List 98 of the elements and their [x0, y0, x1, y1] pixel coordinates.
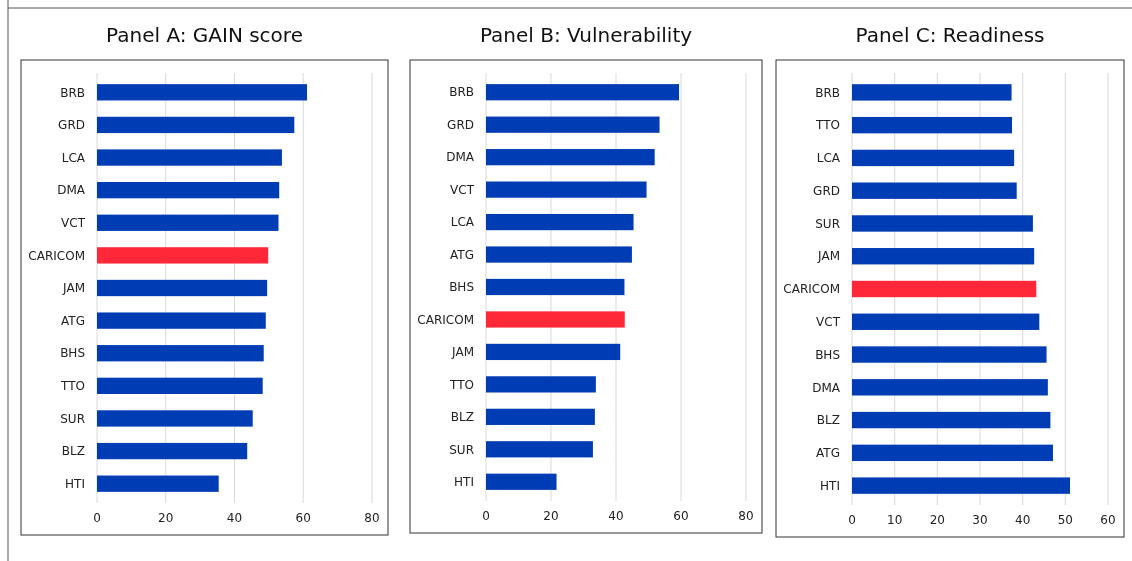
x-tick-label: 20 [158, 511, 174, 525]
bar [97, 345, 264, 362]
bar [97, 410, 253, 427]
x-tick-label: 20 [543, 509, 559, 523]
y-tick-label: JAM [62, 281, 85, 296]
x-tick-label: 40 [226, 511, 243, 525]
y-tick-label: JAM [451, 345, 474, 360]
y-tick-label: BRB [60, 85, 85, 100]
x-tick-label: 10 [887, 513, 903, 527]
bar [486, 343, 621, 361]
x-tick-label: 0 [93, 511, 101, 525]
bar [486, 246, 632, 263]
bar [486, 473, 557, 490]
y-tick-label: BHS [60, 346, 85, 361]
bar [852, 248, 1035, 265]
bar [486, 149, 655, 166]
bar [97, 279, 268, 297]
y-tick-label: VCT [61, 215, 86, 230]
chart-title: Panel C: Readiness [855, 23, 1045, 47]
y-tick-label: BRB [815, 85, 840, 100]
y-tick-label: ATG [816, 446, 840, 461]
y-tick-label: ATG [61, 313, 85, 328]
bar [486, 213, 634, 231]
bar [486, 116, 660, 133]
x-tick-label: 20 [929, 513, 945, 527]
bar [486, 84, 680, 101]
bar [852, 379, 1048, 396]
y-tick-label: CARICOM [417, 312, 474, 327]
bar [97, 84, 308, 101]
chart-title: Panel B: Vulnerability [479, 23, 693, 47]
bar [97, 442, 248, 460]
bar [486, 441, 593, 458]
y-tick-label: LCA [61, 150, 86, 165]
y-tick-label: HTI [65, 476, 85, 491]
y-tick-label: GRD [447, 117, 474, 132]
bar [486, 181, 647, 198]
y-tick-label: DMA [57, 183, 86, 198]
y-tick-label: BHS [449, 280, 474, 295]
bar [97, 116, 295, 134]
x-tick-label: 30 [972, 513, 988, 527]
y-tick-label: TTO [815, 118, 840, 133]
y-tick-label: VCT [450, 182, 475, 197]
bar [97, 149, 282, 166]
y-tick-label: ATG [450, 247, 474, 262]
bar [97, 182, 280, 199]
x-tick-label: 80 [738, 509, 754, 523]
bar [97, 312, 266, 329]
y-tick-label: LCA [450, 215, 475, 230]
bar [97, 247, 269, 264]
y-tick-label: TTO [449, 377, 474, 392]
y-tick-label: GRD [58, 118, 85, 133]
y-tick-label: GRD [813, 183, 840, 198]
bar [97, 214, 279, 231]
y-tick-label: CARICOM [783, 282, 840, 297]
bar [852, 411, 1051, 429]
x-tick-label: 80 [364, 511, 380, 525]
bar [852, 149, 1015, 167]
y-tick-label: TTO [60, 379, 85, 394]
y-tick-label: DMA [446, 150, 475, 165]
y-tick-label: BLZ [450, 410, 474, 425]
bar [97, 377, 263, 394]
y-tick-label: DMA [812, 380, 841, 395]
bar [852, 280, 1037, 298]
bar [852, 215, 1033, 232]
y-tick-label: SUR [815, 216, 840, 231]
bar [486, 278, 625, 296]
y-tick-label: CARICOM [28, 248, 85, 263]
y-tick-label: HTI [454, 474, 474, 489]
y-tick-label: JAM [817, 249, 840, 264]
x-tick-label: 0 [482, 509, 490, 523]
y-tick-label: BLZ [816, 413, 840, 428]
x-tick-label: 60 [673, 509, 689, 523]
x-tick-label: 0 [848, 513, 856, 527]
bar [486, 408, 595, 425]
chart-title: Panel A: GAIN score [106, 23, 303, 47]
x-tick-label: 40 [608, 509, 624, 523]
bar [97, 475, 219, 492]
bar [852, 313, 1040, 330]
y-tick-label: BRB [449, 85, 474, 100]
bar [486, 311, 625, 328]
y-tick-label: HTI [820, 478, 840, 493]
bar [852, 444, 1053, 462]
bar [852, 182, 1017, 199]
x-tick-label: 50 [1057, 513, 1073, 527]
y-tick-label: BLZ [61, 444, 85, 459]
bar [852, 346, 1047, 363]
y-tick-label: SUR [449, 442, 474, 457]
bar [486, 376, 596, 393]
y-tick-label: VCT [816, 314, 841, 329]
bar [852, 84, 1012, 101]
y-tick-label: SUR [60, 411, 85, 426]
y-tick-label: LCA [816, 151, 841, 166]
bar [852, 477, 1071, 494]
x-tick-label: 40 [1015, 513, 1031, 527]
x-tick-label: 60 [295, 511, 311, 525]
y-tick-label: BHS [815, 347, 840, 362]
bar [852, 116, 1012, 134]
x-tick-label: 60 [1100, 513, 1116, 527]
